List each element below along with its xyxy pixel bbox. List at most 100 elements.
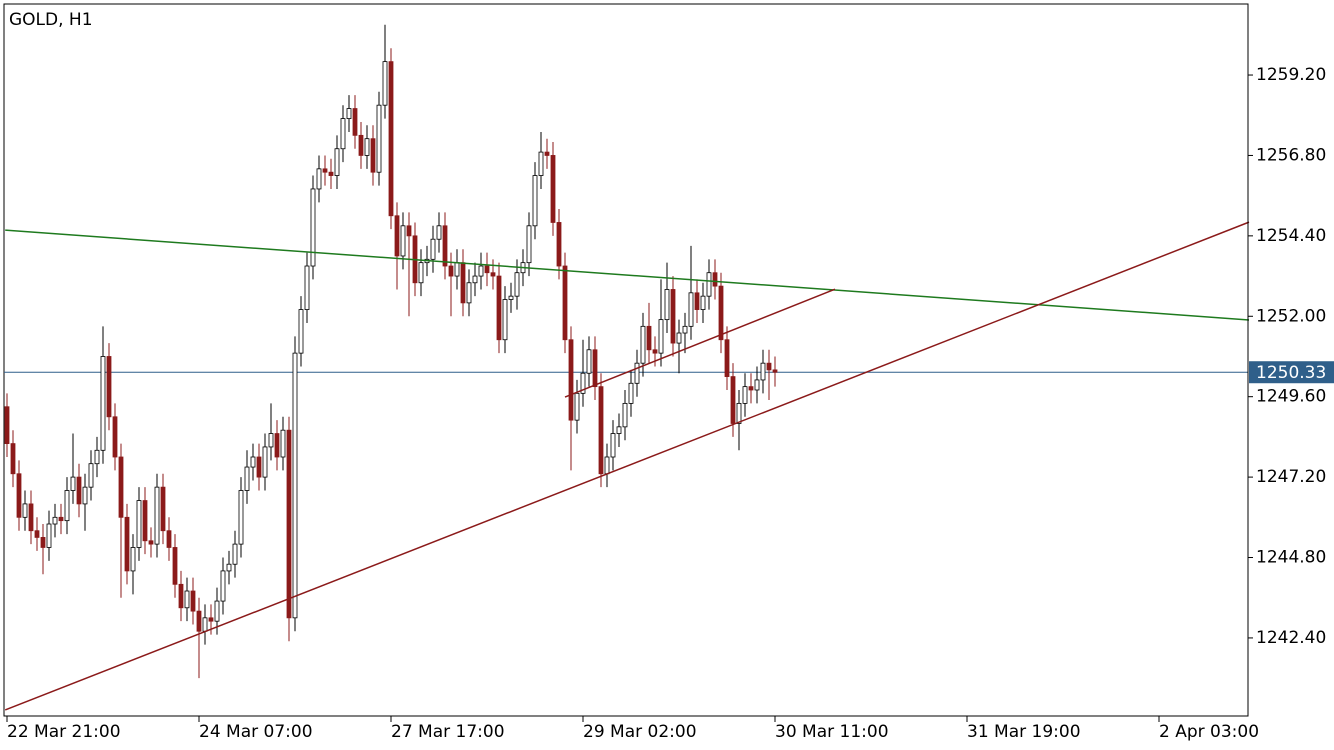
- candle-body: [388, 61, 394, 217]
- candle-body: [142, 500, 148, 542]
- candle-body: [28, 503, 34, 532]
- candle-body: [244, 466, 250, 491]
- candle-body: [490, 272, 496, 277]
- candle-body: [106, 356, 112, 418]
- candle-body: [634, 362, 640, 384]
- candle-body: [250, 456, 256, 468]
- candle-body: [322, 168, 328, 173]
- candle-body: [34, 530, 40, 538]
- candle-body: [400, 225, 406, 257]
- candle-body: [16, 473, 22, 518]
- candle-body: [718, 285, 724, 341]
- candle-body: [472, 275, 478, 284]
- candle-body: [568, 339, 574, 421]
- candle-body: [202, 617, 208, 632]
- candle-body: [526, 225, 532, 264]
- y-tick-label: 1256.80: [1256, 145, 1326, 165]
- candle-body: [166, 530, 172, 548]
- candle-body: [226, 563, 232, 572]
- candle-body: [616, 426, 622, 434]
- candle-body: [658, 319, 664, 354]
- candle-body: [376, 104, 382, 173]
- candle-body: [58, 516, 64, 522]
- candle-body: [196, 610, 202, 632]
- candle-body: [640, 325, 646, 364]
- candle-body: [454, 262, 460, 277]
- candle-body: [148, 540, 154, 545]
- candle-body: [382, 61, 388, 106]
- x-tick-label: 2 Apr 03:00: [1159, 722, 1259, 742]
- candle-body: [514, 272, 520, 297]
- candle-body: [40, 537, 46, 548]
- candle-body: [688, 292, 694, 327]
- candle-body: [208, 617, 214, 622]
- candle-body: [118, 456, 124, 518]
- candle-body: [706, 272, 712, 297]
- candle-body: [94, 449, 100, 465]
- candle-body: [544, 151, 550, 156]
- candle-body: [772, 369, 778, 373]
- candle-body: [538, 151, 544, 176]
- candle-body: [214, 600, 220, 622]
- candle-body: [286, 429, 292, 619]
- candle-body: [670, 289, 676, 344]
- candle-body: [172, 547, 178, 585]
- candle-body: [268, 433, 274, 448]
- candle-body: [178, 583, 184, 609]
- candle-body: [610, 433, 616, 458]
- candle-body: [100, 356, 106, 451]
- current-price-label: 1250.33: [1256, 363, 1326, 383]
- candle-body: [76, 476, 82, 505]
- candle-body: [598, 386, 604, 475]
- candle-body: [574, 392, 580, 421]
- candle-body: [364, 138, 370, 156]
- candle-body: [136, 500, 142, 548]
- candle-body: [682, 325, 688, 334]
- candle-body: [712, 272, 718, 287]
- candle-body: [340, 118, 346, 150]
- candle-body: [700, 295, 706, 310]
- candle-body: [370, 138, 376, 173]
- candle-body: [496, 275, 502, 341]
- candle-body: [652, 349, 658, 354]
- candle-body: [262, 446, 268, 478]
- candle-body: [46, 523, 52, 548]
- candle-body: [292, 352, 298, 619]
- candle-body: [220, 570, 226, 602]
- x-tick-label: 24 Mar 07:00: [199, 722, 313, 742]
- candle-body: [316, 168, 322, 190]
- candle-body: [394, 215, 400, 257]
- candle-body: [676, 332, 682, 344]
- candle-body: [52, 516, 58, 525]
- candle-body: [580, 372, 586, 394]
- candle-body: [280, 429, 286, 458]
- candle-body: [4, 406, 10, 444]
- candle-body: [346, 108, 352, 119]
- x-tick-label: 22 Mar 21:00: [7, 722, 121, 742]
- candle-body: [694, 292, 700, 310]
- candle-body: [766, 362, 772, 371]
- candle-body: [430, 238, 436, 260]
- candle-body: [274, 433, 280, 458]
- candle-body: [508, 295, 514, 300]
- trend-line: [564, 288, 836, 398]
- candle-body: [406, 225, 412, 237]
- candle-body: [154, 486, 160, 545]
- trend-line: [5, 229, 1250, 321]
- candle-body: [298, 309, 304, 354]
- candle-body: [88, 463, 94, 488]
- candle-body: [70, 476, 76, 491]
- candle-body: [124, 516, 130, 572]
- candle-body: [352, 108, 358, 136]
- candle-body: [64, 490, 70, 522]
- candle-body: [730, 376, 736, 424]
- candle-body: [736, 402, 742, 424]
- candle-body: [448, 265, 454, 277]
- candle-body: [460, 262, 466, 304]
- candle-body: [622, 402, 628, 428]
- candle-body: [760, 362, 766, 381]
- x-tick-label: 27 Mar 17:00: [391, 722, 505, 742]
- x-tick-label: 30 Mar 11:00: [775, 722, 889, 742]
- y-tick-label: 1242.40: [1256, 628, 1326, 648]
- plot-frame: [3, 3, 1249, 717]
